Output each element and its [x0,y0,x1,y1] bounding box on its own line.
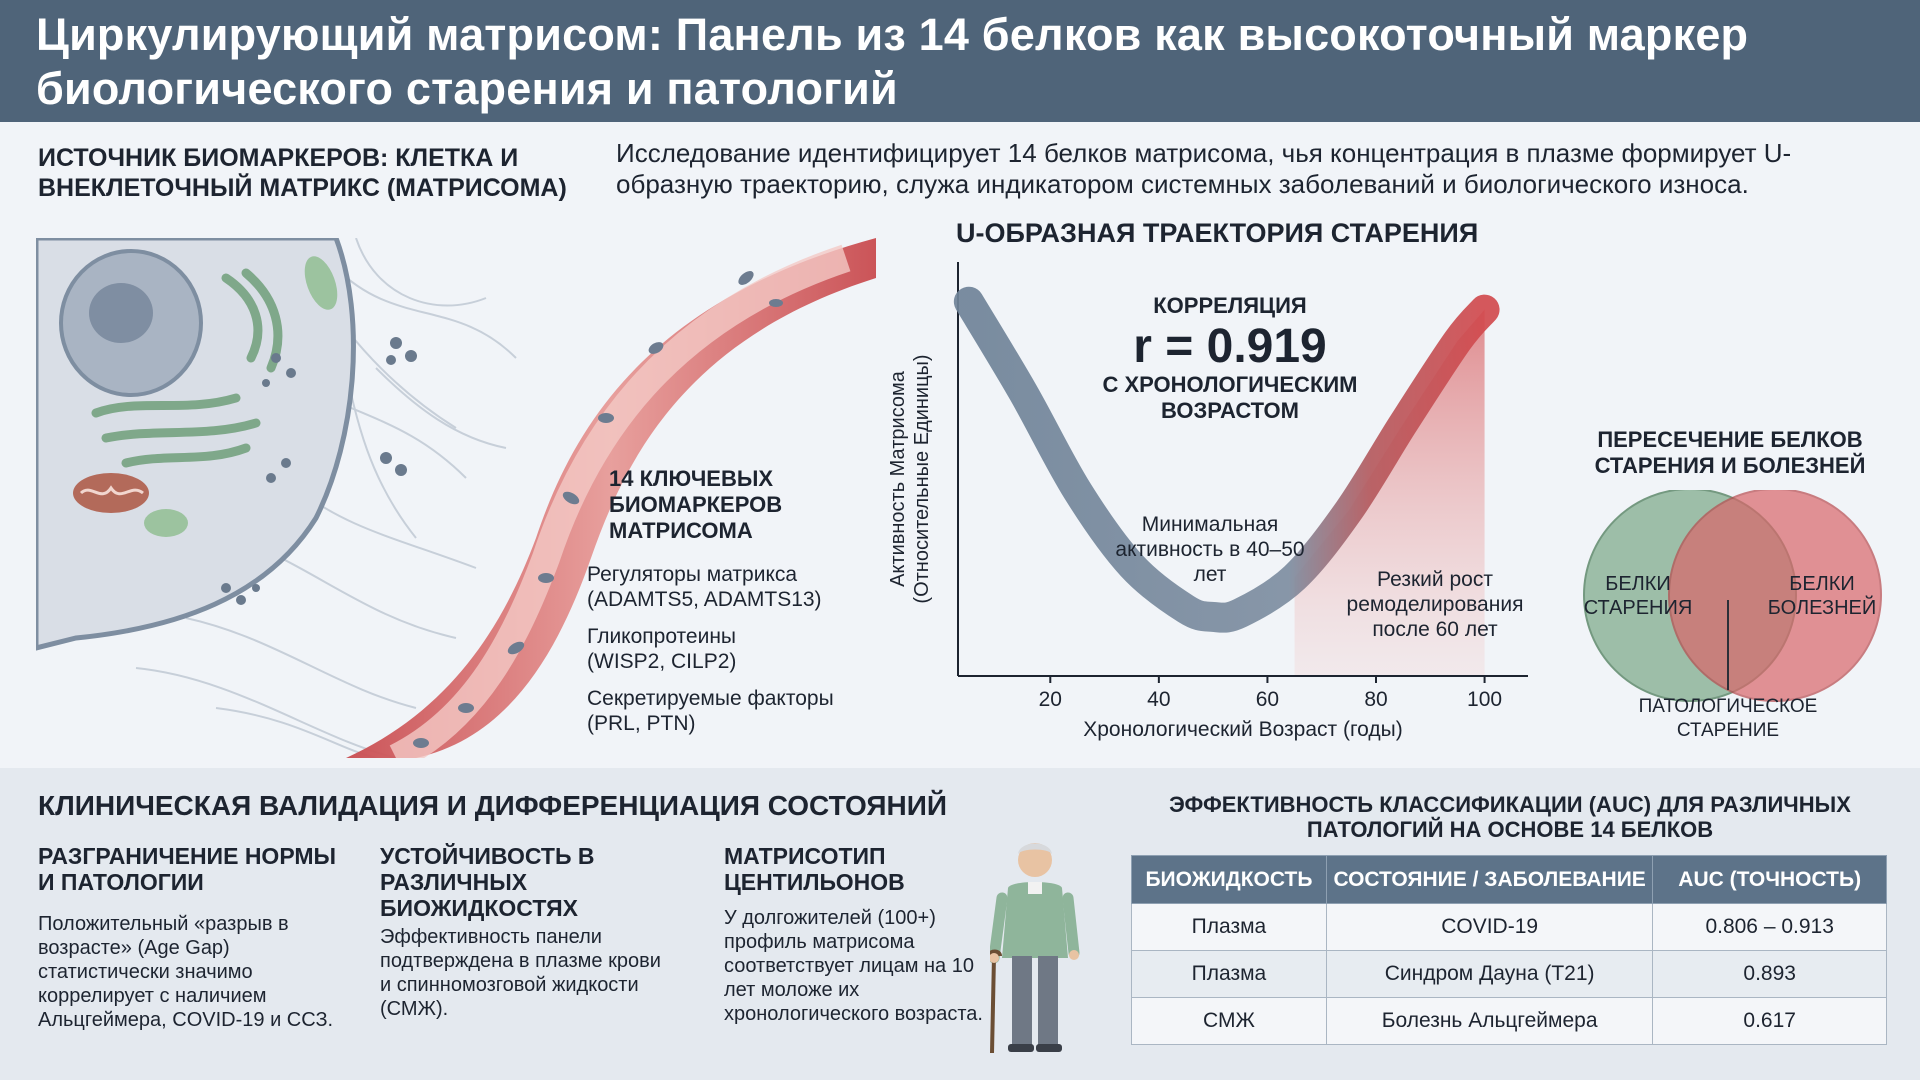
marker-group-glycoproteins: Гликопротеины (WISP2, CILP2) [587,624,887,674]
table-cell: Плазма [1131,950,1327,998]
header-banner: Циркулирующий матрисом: Панель из 14 бел… [0,0,1920,122]
auc-table: БИОЖИДКОСТЬ СОСТОЯНИЕ / ЗАБОЛЕВАНИЕ AUC … [1131,855,1887,1045]
venn-title: ПЕРЕСЕЧЕНИЕ БЕЛКОВ СТАРЕНИЯ И БОЛЕЗНЕЙ [1594,427,1866,478]
venn-left-label-1: БЕЛКИ [1605,573,1671,595]
table-row: Плазма Синдром Дауна (T21) 0.893 [1131,950,1887,998]
marker-group-items: (PRL, PTN) [587,712,696,735]
x-tick-label: 80 [1364,688,1387,711]
venn-circle-disease [1668,490,1882,702]
table-row: Плазма COVID-19 0.806 – 0.913 [1131,903,1887,951]
venn-diagram: БЕЛКИ СТАРЕНИЯ БЕЛКИ БОЛЕЗНЕЙ ПАТОЛОГИЧЕ… [1583,490,1882,741]
x-tick-label: 100 [1467,688,1502,711]
elderly-person-icon [990,843,1080,1054]
correlation-value: r = 0.919 [1133,320,1327,373]
y-axis-label-line2: (Относительные Единицы) [911,354,933,603]
venn-right-label-1: БЕЛКИ [1789,573,1855,595]
remodeling-highlight-area [1294,309,1485,676]
clinical-col-text: У долгожителей (100+) профиль матрисома … [724,907,983,1025]
markers-title: 14 КЛЮЧЕВЫХ БИОМАРКЕРОВ МАТРИСОМА [609,466,783,543]
venn-left-label-2: СТАРЕНИЯ [1584,597,1693,619]
clinical-col-title: МАТРИСОТИП ЦЕНТИЛЬОНОВ [724,843,905,895]
clinical-col-title: УСТОЙЧИВОСТЬ В РАЗЛИЧНЫХ БИОЖИДКОСТЯХ [380,843,595,921]
table-cell: Синдром Дауна (T21) [1325,950,1654,998]
table-cell: СМЖ [1131,997,1327,1045]
minimum-annotation: Минимальная активность в 40–50 лет [1115,513,1305,586]
venn-right-label-2: БОЛЕЗНЕЙ [1768,595,1877,619]
marker-group-secreted: Секретируемые факторы (PRL, PTN) [587,686,887,736]
table-header-row: БИОЖИДКОСТЬ СОСТОЯНИЕ / ЗАБОЛЕВАНИЕ AUC … [1131,855,1887,904]
trajectory-title: U-ОБРАЗНАЯ ТРАЕКТОРИЯ СТАРЕНИЯ [956,218,1479,248]
marker-group-items: (ADAMTS5, ADAMTS13) [587,588,822,611]
column-header: AUC (ТОЧНОСТЬ) [1652,855,1887,904]
table-row: СМЖ Болезнь Альцгеймера 0.617 [1131,997,1887,1045]
clinical-col-text: Положительный «разрыв в возрасте» (Age G… [38,913,334,1031]
table-cell: Болезнь Альцгеймера [1325,997,1654,1045]
u-shaped-trajectory-line [953,286,1500,633]
trajectory-chart: 20 40 60 80 100 Хронологический Возраст (годы… [887,262,1528,741]
marker-group-regulators: Регуляторы матрикса (ADAMTS5, ADAMTS13) [587,562,887,612]
marker-group-name: Регуляторы матрикса [587,563,798,586]
clinical-col-text: Эффективность панели подтверждена в плаз… [380,926,661,1020]
venn-overlap-label-2: СТАРЕНИЕ [1677,720,1779,741]
column-header: СОСТОЯНИЕ / ЗАБОЛЕВАНИЕ [1325,855,1654,904]
page-title: Циркулирующий матрисом: Панель из 14 бел… [36,9,1749,114]
correlation-label: КОРРЕЛЯЦИЯ [1153,293,1307,318]
table-cell: Плазма [1131,903,1327,951]
source-title: ИСТОЧНИК БИОМАРКЕРОВ: КЛЕТКА И ВНЕКЛЕТОЧ… [38,144,567,202]
table-cell: COVID-19 [1325,903,1654,951]
x-tick-label: 20 [1039,688,1062,711]
venn-overlap-label-1: ПАТОЛОГИЧЕСКОЕ [1639,696,1818,717]
marker-group-items: (WISP2, CILP2) [587,650,737,673]
rise-annotation: Резкий рост ремоделирования после 60 лет [1346,568,1524,641]
table-cell: 0.893 [1652,950,1887,998]
x-axis-label: Хронологический Возраст (годы) [1083,718,1402,741]
clinical-title: КЛИНИЧЕСКАЯ ВАЛИДАЦИЯ И ДИФФЕРЕНЦИАЦИЯ С… [38,790,947,821]
x-tick-label: 60 [1256,688,1279,711]
cell-matrix-illustration [36,238,876,758]
x-tick-label: 40 [1147,688,1170,711]
correlation-subtitle: С ХРОНОЛОГИЧЕСКИМ ВОЗРАСТОМ [1102,372,1358,423]
intro-text: Исследование идентифицирует 14 белков ма… [616,138,1792,199]
y-axis-label: Активность Матрисома [887,370,909,587]
table-cell: 0.806 – 0.913 [1652,903,1887,951]
marker-group-name: Гликопротеины [587,625,737,648]
clinical-col-title: РАЗГРАНИЧЕНИЕ НОРМЫ И ПАТОЛОГИИ [38,843,337,895]
marker-group-name: Секретируемые факторы [587,687,834,710]
auc-table-title: ЭФФЕКТИВНОСТЬ КЛАССИФИКАЦИИ (AUC) ДЛЯ РА… [1169,792,1851,842]
table-cell: 0.617 [1652,997,1887,1045]
column-header: БИОЖИДКОСТЬ [1131,855,1327,904]
